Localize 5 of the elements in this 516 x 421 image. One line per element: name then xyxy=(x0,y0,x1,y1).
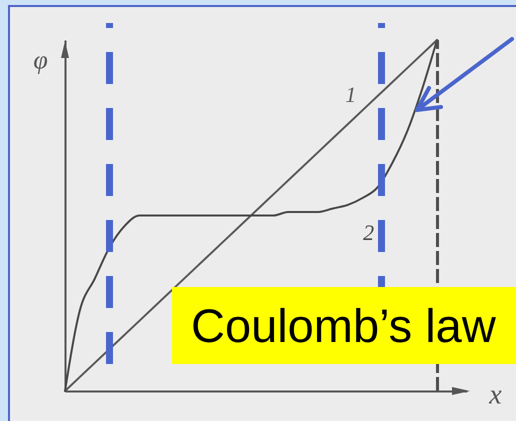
x-axis-title: x xyxy=(488,380,502,410)
y-axis-title: φ xyxy=(33,46,48,74)
series-label: 2 xyxy=(363,220,374,245)
annotation: Coulomb’s law xyxy=(191,298,496,354)
series-label: 1 xyxy=(345,82,356,108)
